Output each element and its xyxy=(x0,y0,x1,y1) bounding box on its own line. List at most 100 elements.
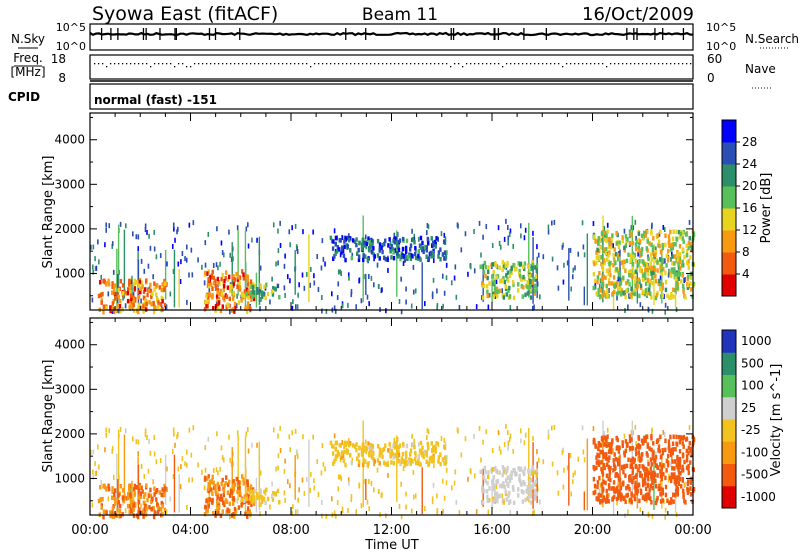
echo-cell xyxy=(116,508,119,513)
echo-cell xyxy=(157,509,160,515)
echo-cell xyxy=(618,491,622,496)
echo-cell xyxy=(624,494,627,500)
echo-cell xyxy=(506,270,510,275)
echo-cell xyxy=(649,496,652,501)
echo-cell xyxy=(647,495,650,501)
echo-cell xyxy=(581,220,584,226)
echo-cell xyxy=(227,277,230,282)
echo-cell xyxy=(505,263,509,269)
nave-dot xyxy=(218,63,220,65)
colorbar-segment xyxy=(722,441,736,464)
echo-cell xyxy=(233,277,237,282)
echo-cell xyxy=(637,245,640,250)
echo-cell xyxy=(659,229,662,235)
echo-cell xyxy=(134,297,137,302)
echo-cell xyxy=(508,490,511,496)
echo-cell xyxy=(612,458,615,463)
echo-cell xyxy=(603,438,606,444)
echo-cell xyxy=(660,473,664,479)
echo-cell xyxy=(331,246,335,251)
echo-cell xyxy=(151,291,154,297)
echo-cell xyxy=(357,254,361,259)
echo-cell xyxy=(161,298,164,304)
echo-cell xyxy=(670,447,673,453)
echo-streak xyxy=(674,278,677,308)
echo-cell xyxy=(431,250,435,256)
echo-cell xyxy=(264,500,267,506)
echo-cell xyxy=(480,252,482,258)
echo-cell xyxy=(499,278,502,284)
echo-cell xyxy=(332,239,335,244)
echo-cell xyxy=(396,447,399,452)
echo-cell xyxy=(673,269,676,275)
colorbar-tick-label: 28 xyxy=(742,135,757,149)
echo-cell xyxy=(625,280,628,286)
echo-cell xyxy=(258,289,261,294)
echo-cell xyxy=(547,434,550,440)
echo-cell xyxy=(283,263,286,269)
echo-cell xyxy=(153,229,156,235)
echo-cell xyxy=(689,460,692,465)
echo-cell xyxy=(298,282,300,288)
echo-cell xyxy=(599,449,602,455)
echo-cell xyxy=(509,474,512,479)
echo-cell xyxy=(425,450,429,455)
echo-cell xyxy=(636,284,639,289)
echo-cell xyxy=(644,486,648,492)
echo-cell xyxy=(507,440,510,446)
echo-cell xyxy=(664,270,667,276)
echo-cell xyxy=(242,481,246,486)
echo-cell xyxy=(215,262,218,268)
echo-cell xyxy=(437,441,440,447)
echo-cell xyxy=(408,253,411,258)
echo-cell xyxy=(637,262,640,268)
echo-cell xyxy=(258,504,261,510)
echo-cell xyxy=(180,464,182,470)
echo-cell xyxy=(400,481,402,487)
echo-cell xyxy=(509,510,512,516)
echo-cell xyxy=(150,499,153,505)
echo-cell xyxy=(598,283,601,289)
nave-dot xyxy=(102,63,104,65)
echo-cell xyxy=(532,277,536,282)
colorbar-tick-label: 100 xyxy=(741,379,764,393)
echo-cell xyxy=(615,472,619,477)
echo-cell xyxy=(211,498,214,504)
echo-cell xyxy=(277,228,279,234)
echo-cell xyxy=(99,293,103,298)
echo-cell xyxy=(634,275,637,281)
echo-cell xyxy=(271,481,273,487)
echo-cell xyxy=(491,274,494,279)
echo-cell xyxy=(313,273,315,279)
nave-dot xyxy=(186,66,188,68)
echo-cell xyxy=(650,242,653,248)
echo-cell xyxy=(322,256,325,262)
echo-cell xyxy=(626,279,630,284)
echo-cell xyxy=(606,229,609,234)
echo-cell xyxy=(402,261,405,267)
echo-cell xyxy=(441,457,445,462)
echo-cell xyxy=(493,286,497,291)
echo-cell xyxy=(662,224,665,230)
echo-cell xyxy=(482,283,486,289)
echo-cell xyxy=(631,251,635,257)
echo-cell xyxy=(358,445,361,451)
echo-cell xyxy=(600,277,604,282)
echo-cell xyxy=(608,492,610,498)
echo-cell xyxy=(248,490,252,495)
echo-cell xyxy=(607,237,611,242)
echo-cell xyxy=(636,489,639,494)
echo-cell xyxy=(317,286,320,292)
echo-cell xyxy=(111,301,115,306)
echo-cell xyxy=(556,265,559,271)
echo-cell xyxy=(432,253,435,259)
echo-cell xyxy=(334,251,337,256)
echo-cell xyxy=(676,257,680,262)
echo-cell xyxy=(321,308,323,314)
echo-cell xyxy=(467,271,469,277)
echo-cell xyxy=(384,256,387,262)
echo-cell xyxy=(486,275,489,281)
echo-cell xyxy=(617,244,621,249)
echo-cell xyxy=(671,441,675,447)
